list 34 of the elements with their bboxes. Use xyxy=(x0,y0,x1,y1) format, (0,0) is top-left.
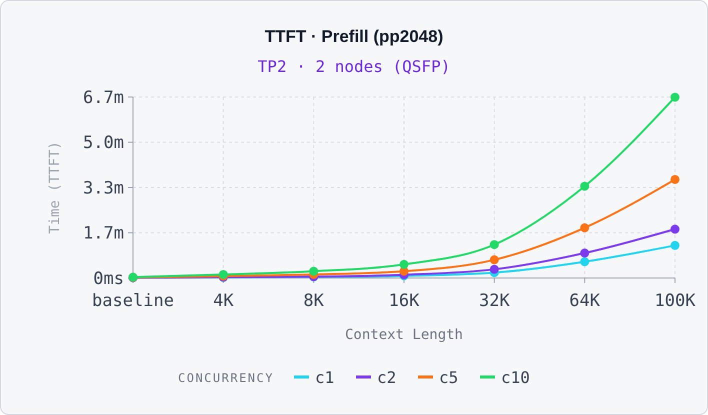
y-tick-label: 0ms xyxy=(93,268,124,289)
point xyxy=(580,223,590,232)
legend-label: c2 xyxy=(377,368,396,387)
y-tick-label: 1.7m xyxy=(83,224,124,244)
x-tick-label: 32K xyxy=(478,291,510,311)
point xyxy=(490,240,499,250)
point xyxy=(580,257,590,266)
x-axis-title: Context Length xyxy=(344,327,464,343)
x-tick-label: 100K xyxy=(654,291,696,311)
point xyxy=(400,260,408,269)
legend-label: c10 xyxy=(501,368,530,387)
y-tick-label: 6.7m xyxy=(83,88,124,108)
x-tick-label: baseline xyxy=(92,291,174,311)
y-tick-label: 5.0m xyxy=(83,133,124,154)
legend-title: CONCURRENCY xyxy=(178,371,274,385)
legend-label: c1 xyxy=(315,368,334,387)
chart-subtitle: TP2 · 2 nodes (QSFP) xyxy=(258,57,450,76)
chart-title: TTFT · Prefill (pp2048) xyxy=(264,27,444,46)
x-tick-label: 16K xyxy=(388,291,420,311)
point xyxy=(490,264,499,274)
legend-label: c5 xyxy=(439,368,458,387)
point xyxy=(670,224,680,234)
point xyxy=(670,174,680,184)
x-tick-label: 8K xyxy=(303,291,325,311)
point xyxy=(580,248,590,258)
y-tick-label: 3.3m xyxy=(83,178,124,198)
point xyxy=(309,266,318,276)
x-tick-label: 64K xyxy=(569,291,601,311)
point xyxy=(670,240,680,250)
x-tick-label: 4K xyxy=(213,291,234,311)
point xyxy=(490,255,499,264)
y-axis-title: Time (TTFT) xyxy=(47,141,63,234)
point xyxy=(670,92,680,102)
point xyxy=(580,182,590,191)
